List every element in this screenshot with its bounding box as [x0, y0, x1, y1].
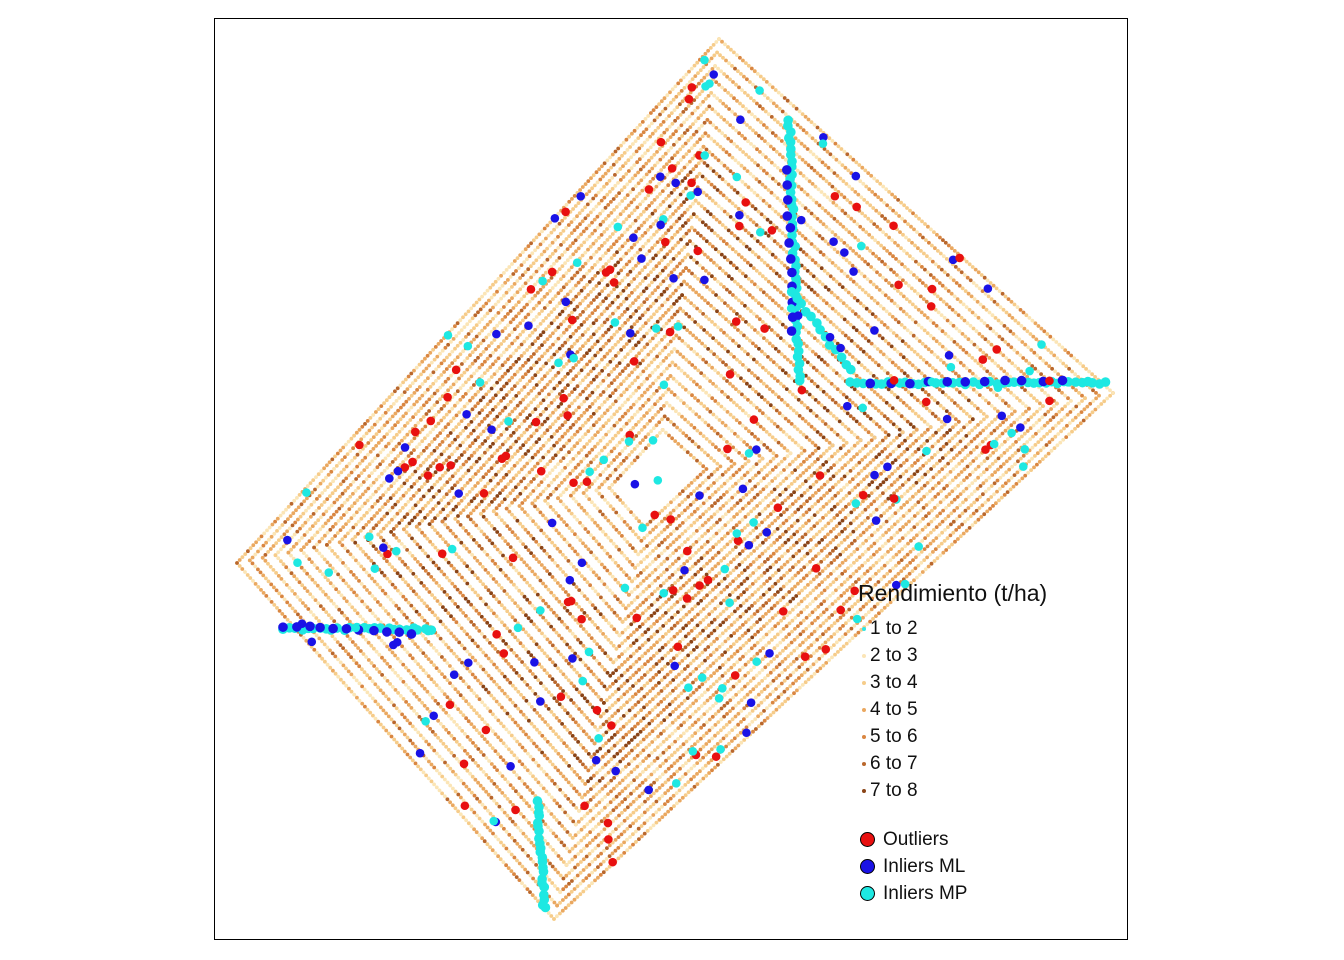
legend-item-4-5: 4 to 5 — [858, 696, 1118, 723]
legend-label: Inliers MP — [883, 882, 968, 904]
legend-label: 2 to 3 — [870, 644, 918, 666]
yield-class-4-swatch — [862, 707, 866, 712]
legend-item-inliers-mp: Inliers MP — [858, 880, 1118, 907]
legend-title: Rendimiento (t/ha) — [858, 580, 1048, 606]
legend-item-outliers: Outliers — [858, 826, 1118, 853]
yield-map — [235, 37, 1115, 921]
yield-class-1-swatch — [862, 626, 866, 631]
outliers-swatch — [860, 832, 875, 847]
legend-label: 5 to 6 — [870, 725, 918, 747]
yield-class-7-swatch — [862, 788, 866, 793]
yield-class-5-swatch — [862, 734, 866, 739]
legend-label: 3 to 4 — [870, 671, 918, 693]
classified-points — [278, 55, 1111, 913]
legend-item-7-8: 7 to 8 — [858, 777, 1118, 804]
inliers-mp-swatch — [860, 886, 875, 901]
legend-item-5-6: 5 to 6 — [858, 723, 1118, 750]
yield-class-2-swatch — [862, 653, 866, 658]
legend-label: 4 to 5 — [870, 698, 918, 720]
point-class-list: Outliers Inliers ML Inliers MP — [858, 826, 1118, 907]
yield-class-list: 1 to 2 2 to 3 3 to 4 4 to 5 5 to 6 6 to … — [858, 615, 1118, 804]
legend-item-1-2: 1 to 2 — [858, 615, 1118, 642]
yield-class-6-swatch — [862, 761, 866, 766]
legend-label: Inliers ML — [883, 855, 966, 877]
legend-item-6-7: 6 to 7 — [858, 750, 1118, 777]
legend-item-3-4: 3 to 4 — [858, 669, 1118, 696]
legend-label: 7 to 8 — [870, 779, 918, 801]
inliers-ml-swatch — [860, 859, 875, 874]
yield-class-3-swatch — [862, 680, 866, 685]
legend: Rendimiento (t/ha) 1 to 2 2 to 3 3 to 4 … — [858, 580, 1118, 907]
legend-item-2-3: 2 to 3 — [858, 642, 1118, 669]
legend-label: Outliers — [883, 828, 949, 850]
legend-label: 1 to 2 — [870, 617, 918, 639]
legend-label: 6 to 7 — [870, 752, 918, 774]
map-panel — [214, 18, 1128, 940]
legend-item-inliers-ml: Inliers ML — [858, 853, 1118, 880]
